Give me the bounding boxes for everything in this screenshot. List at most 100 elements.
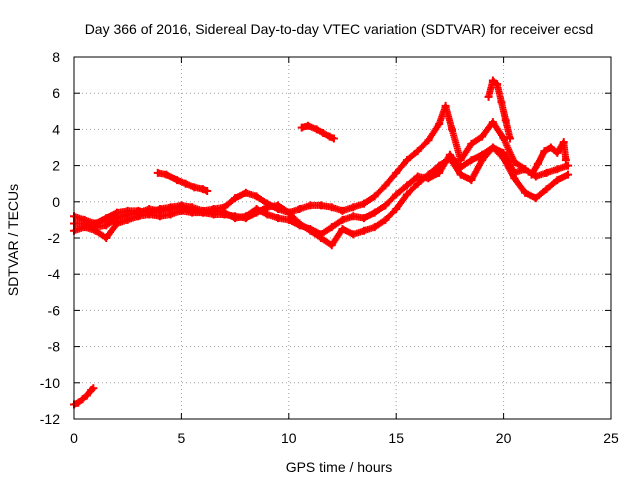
y-tick-label: 0 — [52, 194, 60, 210]
data-point — [297, 123, 306, 132]
data-point — [559, 138, 568, 147]
x-tick-label: 25 — [603, 430, 619, 446]
data-point — [488, 118, 497, 127]
data-point — [252, 192, 261, 201]
data-point — [542, 168, 551, 177]
data-point — [338, 206, 347, 215]
data-point — [190, 183, 199, 192]
data-point — [370, 192, 379, 201]
data-point — [91, 223, 100, 232]
data-point — [112, 214, 121, 223]
data-point — [392, 190, 401, 199]
data-point — [493, 80, 502, 89]
data-point — [506, 134, 515, 143]
data-point — [274, 214, 283, 223]
data-point — [521, 165, 530, 174]
data-point — [327, 223, 336, 232]
data-point — [89, 384, 98, 393]
data-point — [467, 139, 476, 148]
data-point — [173, 176, 182, 185]
data-point — [153, 168, 162, 177]
data-point — [263, 203, 272, 212]
series-arc-late-peak — [484, 76, 515, 143]
data-point — [134, 208, 143, 217]
data-point — [445, 150, 454, 159]
series-arc-upper-short — [153, 168, 212, 195]
x-tick-label: 5 — [178, 430, 186, 446]
x-axis-label: GPS time / hours — [286, 459, 393, 475]
data-point — [456, 163, 465, 172]
data-point — [274, 201, 283, 210]
data-point — [478, 132, 487, 141]
data-point — [553, 148, 562, 157]
data-point — [241, 188, 250, 197]
data-point — [488, 76, 497, 85]
data-point — [553, 165, 562, 174]
data-point — [177, 203, 186, 212]
y-tick-label: -2 — [48, 230, 61, 246]
data-point — [198, 208, 207, 217]
data-point — [102, 214, 111, 223]
data-point — [329, 134, 338, 143]
data-point — [317, 230, 326, 239]
data-point — [402, 190, 411, 199]
data-point — [381, 201, 390, 210]
data-point — [327, 241, 336, 250]
data-point — [553, 176, 562, 185]
data-point — [263, 210, 272, 219]
y-tick-label: 8 — [52, 49, 60, 65]
data-point — [203, 186, 212, 195]
data-point — [392, 205, 401, 214]
data-point — [413, 179, 422, 188]
x-tick-label: 10 — [281, 430, 297, 446]
x-tick-label: 0 — [70, 430, 78, 446]
data-point — [370, 223, 379, 232]
data-point — [252, 205, 261, 214]
data-point — [467, 156, 476, 165]
x-tick-label: 15 — [388, 430, 404, 446]
data-point — [435, 119, 444, 128]
data-point — [198, 185, 207, 194]
data-point — [162, 170, 171, 179]
data-point — [435, 168, 444, 177]
data-point — [145, 205, 154, 214]
data-point — [564, 170, 573, 179]
data-point — [484, 92, 493, 101]
data-point — [74, 398, 83, 407]
data-point — [295, 205, 304, 214]
data-point — [155, 206, 164, 215]
data-point — [381, 215, 390, 224]
data-point — [209, 206, 218, 215]
data-point — [546, 143, 555, 152]
data-point — [304, 121, 313, 130]
data-point — [325, 132, 334, 141]
data-point — [349, 230, 358, 239]
data-point — [467, 176, 476, 185]
data-point — [448, 125, 457, 134]
data-point — [220, 208, 229, 217]
data-point — [123, 210, 132, 219]
data-point — [478, 150, 487, 159]
data-point — [284, 208, 293, 217]
data-point — [166, 205, 175, 214]
y-axis-label: SDTVAR / TECUs — [5, 184, 21, 296]
data-point — [295, 221, 304, 230]
data-point — [231, 214, 240, 223]
data-point — [441, 101, 450, 110]
y-tick-label: -10 — [40, 375, 60, 391]
y-tick-label: 2 — [52, 158, 60, 174]
data-point — [306, 201, 315, 210]
data-point — [488, 143, 497, 152]
data-point — [338, 215, 347, 224]
data-point — [413, 147, 422, 156]
y-tick-label: -12 — [40, 411, 60, 427]
data-point — [531, 194, 540, 203]
series-arc-mid-short — [297, 121, 338, 143]
data-point — [80, 219, 89, 228]
data-point — [533, 159, 542, 168]
data-point — [527, 170, 536, 179]
data-point — [510, 157, 519, 166]
data-point — [317, 201, 326, 210]
data-point — [359, 199, 368, 208]
